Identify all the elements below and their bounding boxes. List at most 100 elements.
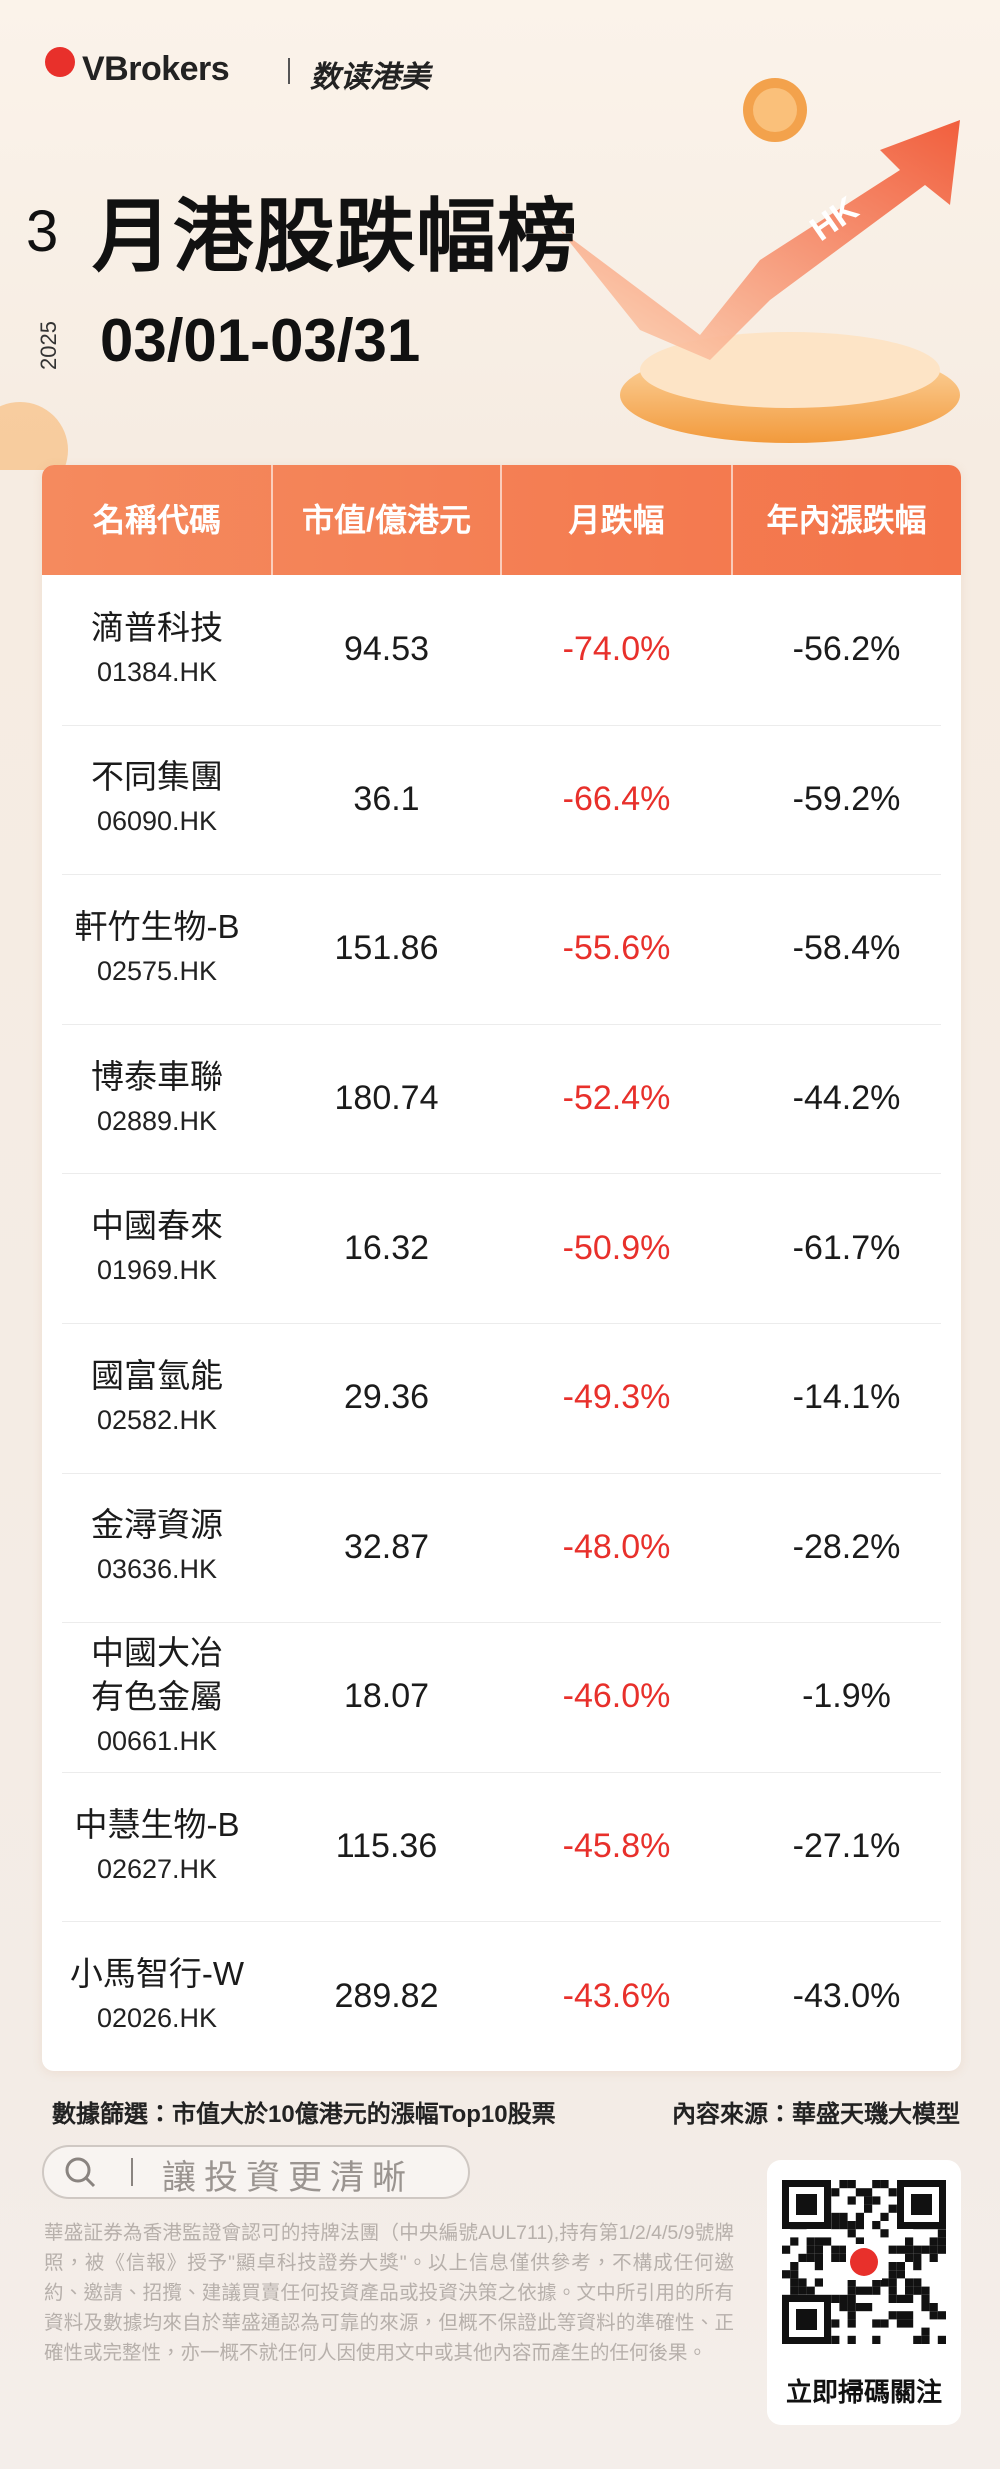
qr-module <box>937 2237 946 2246</box>
header-decoration <box>0 47 960 470</box>
column-header: 年內漲跌幅 <box>766 502 927 538</box>
monthly-change: -45.8% <box>562 1827 671 1866</box>
qr-module <box>880 2319 889 2328</box>
qr-module <box>880 2278 889 2287</box>
ytd-change: -43.0% <box>792 1976 901 2015</box>
value-cell: 16.32 <box>272 1173 501 1323</box>
qr-module <box>929 2245 938 2254</box>
value-cell: -52.4% <box>501 1024 732 1174</box>
stock-name: 中國大冶 有色金屬 <box>91 1633 223 1715</box>
ytd-change: -59.2% <box>792 779 901 818</box>
name-cell: 國富氫能 02582.HK <box>42 1323 272 1473</box>
name-cell: 中國大冶 有色金屬 00661.HK <box>42 1622 272 1772</box>
qr-module <box>937 2335 946 2344</box>
qr-module <box>880 2229 889 2238</box>
qr-module <box>814 2237 823 2246</box>
qr-module <box>888 2294 897 2303</box>
qr-module <box>855 2212 864 2221</box>
qr-code[interactable] <box>782 2180 946 2344</box>
name-cell: 滴普科技 01384.HK <box>42 575 272 725</box>
table-row: 軒竹生物-B 02575.HK 151.86 -55.6% -58.4% <box>62 874 941 1024</box>
qr-module <box>913 2253 922 2262</box>
table: 名稱代碼 市值/億港元 月跌幅 年內漲跌幅 滴普科技 01384.HK 94.53 -74.… <box>42 465 961 2071</box>
table-header: 名稱代碼 市值/億港元 月跌幅 年內漲跌幅 <box>42 465 961 575</box>
row-divider <box>62 1023 941 1025</box>
qr-module <box>847 2221 856 2230</box>
stock-name: 博泰車聯 <box>91 1057 223 1095</box>
filter-note: 數據篩選：市值大於10億港元的漲幅Top10股票 <box>52 2101 556 2128</box>
value-cell: -58.4% <box>732 874 961 1024</box>
value-cell: 94.53 <box>272 575 501 725</box>
qr-module <box>929 2311 938 2320</box>
market-cap: 32.87 <box>343 1527 430 1566</box>
stock-code: 02582.HK <box>96 1404 218 1435</box>
qr-module <box>864 2196 873 2205</box>
qr-module <box>806 2253 815 2262</box>
value-cell: 18.07 <box>272 1622 501 1772</box>
value-cell: -74.0% <box>501 575 732 725</box>
ytd-change: -56.2% <box>792 630 901 669</box>
header-divider <box>731 465 733 575</box>
market-cap: 115.36 <box>335 1827 438 1866</box>
qr-module <box>831 2319 840 2328</box>
qr-module <box>888 2270 897 2279</box>
table-row: 金潯資源 03636.HK 32.87 -48.0% -28.2% <box>62 1473 941 1623</box>
qr-module <box>839 2221 848 2230</box>
qr-module <box>888 2278 897 2287</box>
qr-module <box>896 2262 905 2271</box>
monthly-change: -74.0% <box>562 630 671 669</box>
brand-sub: 数读港美 <box>310 61 430 94</box>
qr-module <box>896 2319 905 2328</box>
stock-name: 不同集團 <box>91 758 223 796</box>
qr-module <box>847 2335 856 2344</box>
table-row: 博泰車聯 02889.HK 180.74 -52.4% -44.2% <box>62 1024 941 1174</box>
qr-module <box>847 2196 856 2205</box>
column-header: 月跌幅 <box>568 502 665 538</box>
qr-module <box>921 2286 930 2295</box>
monthly-change: -66.4% <box>562 779 671 818</box>
qr-module <box>847 2311 856 2320</box>
stock-code: 06090.HK <box>96 806 218 837</box>
qr-module <box>937 2245 946 2254</box>
search-box[interactable] <box>42 2145 470 2199</box>
month: 3 <box>26 199 59 264</box>
stock-code: 02026.HK <box>96 2003 218 2034</box>
row-divider <box>62 1323 941 1324</box>
qr-module <box>831 2212 840 2221</box>
qr-module <box>896 2245 905 2254</box>
qr-module <box>790 2262 799 2271</box>
qr-module <box>814 2253 823 2262</box>
qr-module <box>905 2319 914 2328</box>
table-row: 小馬智行-W 02026.HK 289.82 -43.6% -43.0% <box>62 1921 941 2071</box>
qr-module <box>831 2188 840 2197</box>
name-cell: 中慧生物-B 02627.HK <box>42 1772 272 1922</box>
qr-module <box>814 2245 823 2254</box>
ytd-change: -58.4% <box>792 929 901 968</box>
table-row: 中慧生物-B 02627.HK 115.36 -45.8% -27.1% <box>62 1772 941 1922</box>
column-header: 市值/億港元 <box>302 502 471 538</box>
value-cell: 29.36 <box>272 1323 501 1473</box>
separator <box>288 58 290 84</box>
name-cell: 不同集團 06090.HK <box>42 725 272 875</box>
disclaimer: 華盛証券為香港監證會認可的持牌法團（中央編號AUL711),持有第1/2/4/5… <box>44 2222 734 2364</box>
qr-module <box>896 2294 905 2303</box>
qr-module <box>855 2286 864 2295</box>
ytd-change: -14.1% <box>792 1378 901 1417</box>
qr-module <box>831 2294 840 2303</box>
qr-module <box>855 2237 864 2246</box>
qr-module <box>796 2194 817 2215</box>
stock-code: 00661.HK <box>96 1725 218 1756</box>
qr-module <box>872 2196 881 2205</box>
market-cap: 18.07 <box>343 1677 430 1716</box>
year: 2025 <box>36 321 61 370</box>
qr-module <box>823 2237 832 2246</box>
qr-module <box>880 2180 889 2189</box>
arrow <box>560 120 960 360</box>
qr-module <box>888 2245 897 2254</box>
qr-module <box>888 2311 897 2320</box>
qr-module <box>831 2221 840 2230</box>
qr-module <box>839 2245 848 2254</box>
qr-module <box>782 2245 791 2254</box>
stock-name: 國富氫能 <box>91 1356 223 1394</box>
